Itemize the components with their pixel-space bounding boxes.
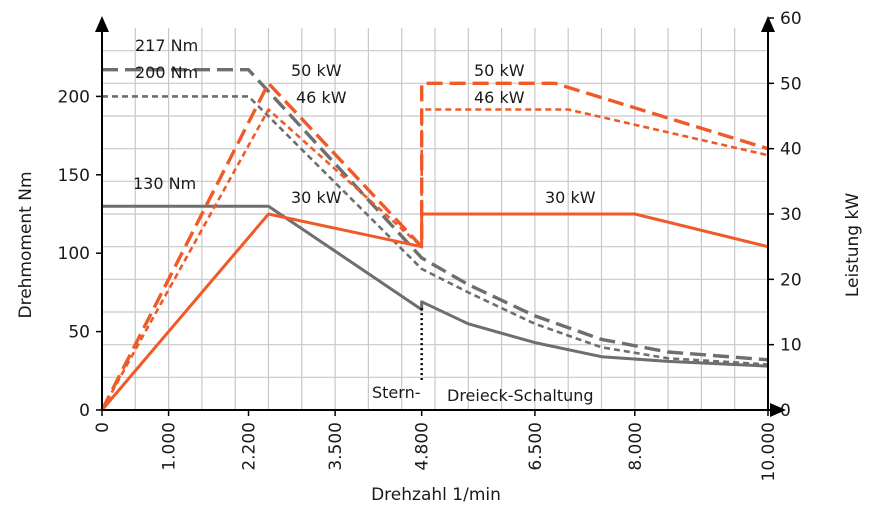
annotation-dreieck-schaltung: Dreieck-Schaltung: [447, 386, 594, 405]
y-right-axis-arrow: [761, 16, 775, 32]
annotation-46kw-delta: 46 kW: [474, 88, 525, 107]
y-right-tick-label: 50: [780, 74, 802, 94]
x-tick-label: 6.500: [526, 422, 546, 471]
x-tick-label: 4.800: [413, 422, 433, 471]
annotation-130nm: 130 Nm: [133, 174, 196, 193]
x-tick-label: 2.200: [240, 422, 260, 471]
axes: [95, 16, 786, 417]
y-right-tick-label: 0: [780, 401, 791, 421]
x-tick-label: 8.000: [626, 422, 646, 471]
tick-labels: 0 50 100 150 200 0 10 20 30 40 50 60 0 1.000 2.200 3.50…: [58, 9, 802, 481]
annotation-217nm: 217 Nm: [135, 36, 198, 55]
y-right-tick-label: 60: [780, 9, 802, 29]
y-right-tick-label: 10: [780, 336, 802, 356]
series-line-torque-dashed: [102, 67, 769, 362]
y-left-axis-title: Drehmoment Nm: [16, 171, 36, 318]
y-left-tick-label: 50: [68, 323, 90, 343]
annotation-46kw-star: 46 kW: [296, 88, 347, 107]
annotation-30kw-star: 30 kW: [291, 188, 342, 207]
annotation-50kw-delta: 50 kW: [474, 61, 525, 80]
y-left-tick-label: 0: [79, 401, 90, 421]
y-right-axis-title: Leistung kW: [843, 193, 863, 297]
x-tick-label: 10.000: [759, 422, 779, 481]
y-left-axis-arrow: [95, 16, 109, 32]
x-tick-label: 1.000: [160, 422, 180, 471]
x-tick-label: 0: [93, 422, 113, 433]
series-line-torque-dotted: [102, 95, 769, 366]
series-line-torque-solid: [102, 204, 769, 368]
y-right-tick-label: 40: [780, 140, 802, 160]
y-left-tick-label: 150: [58, 166, 90, 186]
series-layer: [100, 67, 769, 411]
x-tick-label: 3.500: [326, 422, 346, 471]
y-left-tick-label: 100: [58, 244, 90, 264]
y-right-tick-label: 20: [780, 270, 802, 290]
annotation-50kw-star: 50 kW: [291, 61, 342, 80]
y-left-tick-label: 200: [58, 87, 90, 107]
annotation-200nm: 200 Nm: [135, 63, 198, 82]
x-axis-arrow: [770, 403, 786, 417]
y-right-tick-label: 30: [780, 205, 802, 225]
x-axis-title: Drehzahl 1/min: [371, 485, 501, 505]
annotation-30kw-delta: 30 kW: [545, 188, 596, 207]
annotation-stern: Stern-: [372, 383, 420, 402]
